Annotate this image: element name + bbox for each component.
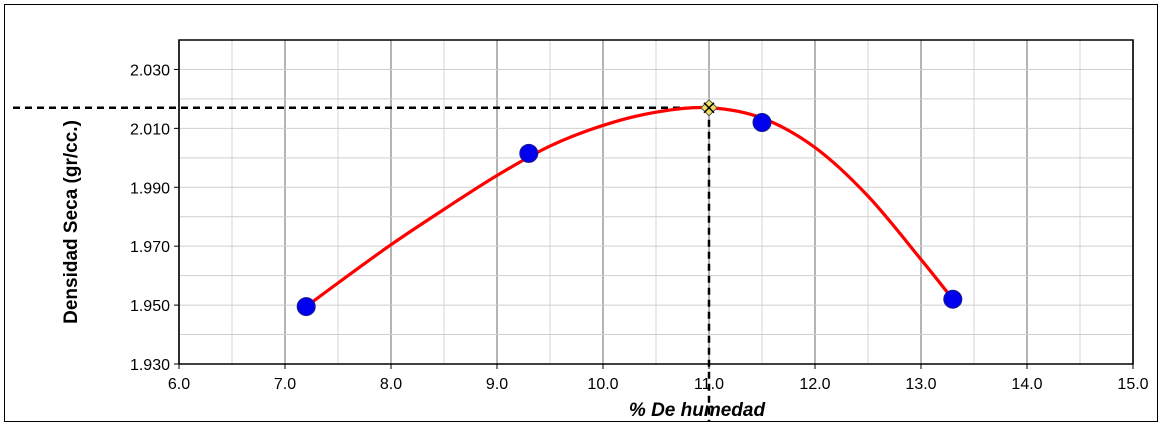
data-point bbox=[519, 143, 539, 163]
x-tick-label: 6.0 bbox=[168, 376, 190, 393]
y-tick-label: 1.950 bbox=[130, 298, 170, 315]
moisture-density-chart: 1.930 1.950 1.970 1.990 2.010 2.030 6.0 7.0 8.0… bbox=[13, 39, 1149, 421]
y-tick-label: 2.010 bbox=[130, 121, 170, 138]
y-tick-label: 1.930 bbox=[130, 357, 170, 374]
y-axis-tick-labels: 1.930 1.950 1.970 1.990 2.010 2.030 bbox=[130, 62, 179, 374]
data-point bbox=[943, 289, 963, 309]
fit-curve-line bbox=[304, 105, 955, 309]
x-axis-tick-labels: 6.07.08.09.010.011.012.013.014.015.0 bbox=[168, 364, 1149, 393]
x-tick-label: 9.0 bbox=[486, 376, 508, 393]
optimum-marker-group bbox=[700, 99, 718, 117]
x-tick-label: 15.0 bbox=[1117, 376, 1148, 393]
x-tick-label: 7.0 bbox=[274, 376, 296, 393]
optimum-guide-lines bbox=[13, 106, 711, 421]
plot-area-border bbox=[178, 39, 1134, 365]
x-tick-label: 14.0 bbox=[1011, 376, 1042, 393]
y-axis-label: Densidad Seca (gr/cc.) bbox=[61, 120, 82, 324]
optimum-cross-b bbox=[703, 102, 715, 114]
data-point bbox=[752, 112, 772, 132]
data-point bbox=[296, 297, 316, 317]
chart-frame: 1.930 1.950 1.970 1.990 2.010 2.030 6.0 7.0 8.0… bbox=[4, 4, 1158, 422]
x-axis-label: % De humedad bbox=[629, 400, 766, 421]
data-points bbox=[296, 112, 963, 317]
y-tick-label: 1.990 bbox=[130, 180, 170, 197]
x-tick-label: 10.0 bbox=[587, 376, 618, 393]
x-tick-label: 8.0 bbox=[380, 376, 402, 393]
grid bbox=[178, 39, 1134, 365]
x-tick-label: 13.0 bbox=[905, 376, 936, 393]
y-tick-label: 2.030 bbox=[130, 62, 170, 79]
x-tick-label: 12.0 bbox=[799, 376, 830, 393]
y-tick-label: 1.970 bbox=[130, 239, 170, 256]
